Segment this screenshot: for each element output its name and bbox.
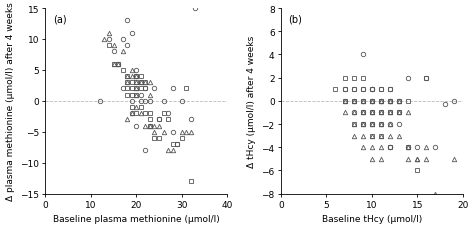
Text: (a): (a) (53, 15, 66, 25)
X-axis label: Baseline tHcy (μmol/l): Baseline tHcy (μmol/l) (322, 215, 422, 224)
Text: (b): (b) (288, 15, 302, 25)
Y-axis label: Δ tHcy (μmol/l) after 4 weeks: Δ tHcy (μmol/l) after 4 weeks (247, 35, 256, 167)
X-axis label: Baseline plasma methionine (μmol/l): Baseline plasma methionine (μmol/l) (53, 215, 219, 224)
Y-axis label: Δ plasma methionine (μmol/l) after 4 weeks: Δ plasma methionine (μmol/l) after 4 wee… (6, 3, 15, 200)
